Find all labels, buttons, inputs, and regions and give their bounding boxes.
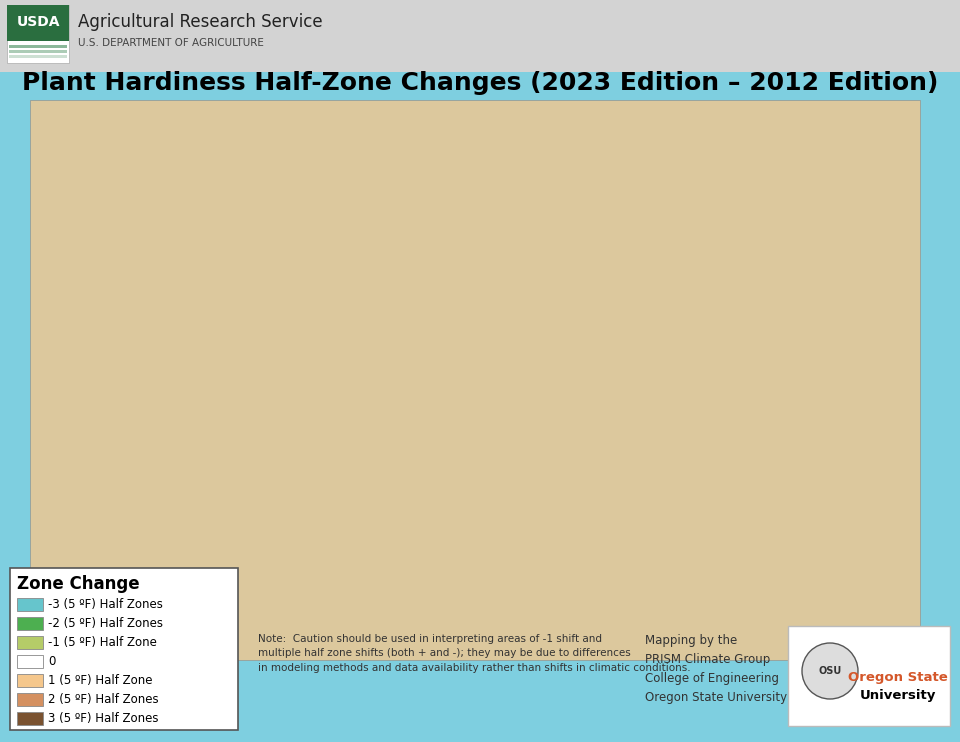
Bar: [17, 598, 43, 611]
Text: Zone Change: Zone Change: [17, 575, 139, 593]
Circle shape: [802, 643, 858, 699]
Bar: [0, 0, 960, 72]
Text: Plant Hardiness Half-Zone Changes (2023 Edition – 2012 Edition): Plant Hardiness Half-Zone Changes (2023 …: [22, 71, 938, 95]
Text: -3 (5 ºF) Half Zones: -3 (5 ºF) Half Zones: [48, 598, 163, 611]
Bar: [17, 712, 43, 725]
Bar: [17, 674, 43, 687]
Text: -2 (5 ºF) Half Zones: -2 (5 ºF) Half Zones: [48, 617, 163, 630]
Text: University: University: [860, 689, 936, 703]
Text: 1 (5 ºF) Half Zone: 1 (5 ºF) Half Zone: [48, 674, 153, 687]
Text: 2 (5 ºF) Half Zones: 2 (5 ºF) Half Zones: [48, 693, 158, 706]
Text: Mapping by the
PRISM Climate Group
College of Engineering
Oregon State Universit: Mapping by the PRISM Climate Group Colle…: [645, 634, 787, 704]
Text: OSU: OSU: [818, 666, 842, 676]
Text: U.S. DEPARTMENT OF AGRICULTURE: U.S. DEPARTMENT OF AGRICULTURE: [78, 38, 264, 48]
Bar: [7, 5, 69, 41]
Bar: [9, 55, 67, 58]
Text: 3 (5 ºF) Half Zones: 3 (5 ºF) Half Zones: [48, 712, 158, 725]
Bar: [7, 5, 69, 63]
Bar: [30, 100, 920, 660]
Text: Oregon State: Oregon State: [848, 672, 948, 685]
Text: 0: 0: [48, 655, 56, 668]
FancyBboxPatch shape: [788, 626, 950, 726]
Bar: [9, 45, 67, 48]
Text: -1 (5 ºF) Half Zone: -1 (5 ºF) Half Zone: [48, 636, 156, 649]
Text: Agricultural Research Service: Agricultural Research Service: [78, 13, 323, 31]
Bar: [17, 617, 43, 630]
FancyBboxPatch shape: [10, 568, 238, 730]
Text: Note:  Caution should be used in interpreting areas of -1 shift and
multiple hal: Note: Caution should be used in interpre…: [258, 634, 690, 673]
Bar: [17, 636, 43, 649]
Bar: [17, 655, 43, 668]
Bar: [17, 693, 43, 706]
Text: USDA: USDA: [16, 15, 60, 29]
Bar: [9, 50, 67, 53]
